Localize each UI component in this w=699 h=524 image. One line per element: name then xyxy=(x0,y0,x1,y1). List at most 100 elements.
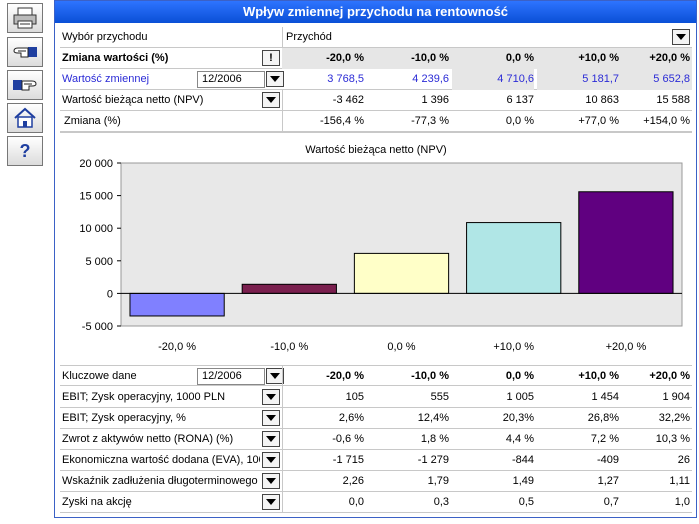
key-header: +10,0 % xyxy=(578,370,619,382)
key-row-dropdown[interactable] xyxy=(262,410,280,426)
key-value: 1,79 xyxy=(427,475,449,487)
chevron-down-icon xyxy=(270,372,280,379)
y-tick-label: 20 000 xyxy=(79,158,113,170)
key-value: -844 xyxy=(511,454,534,466)
back-button[interactable] xyxy=(7,37,43,67)
npv-label: Wartość bieżąca netto (NPV) xyxy=(62,94,204,106)
key-value: 26 xyxy=(677,454,690,466)
warning-button[interactable]: ! xyxy=(262,50,280,66)
variable-date[interactable]: 12/2006 xyxy=(197,71,265,88)
y-tick-label: 10 000 xyxy=(79,223,113,235)
forward-button[interactable] xyxy=(7,70,43,100)
key-value: -1 279 xyxy=(417,454,449,466)
key-header: +20,0 % xyxy=(649,370,690,382)
npv-value: 10 863 xyxy=(585,94,619,106)
key-value: 105 xyxy=(345,391,364,403)
key-value: 0,3 xyxy=(433,496,449,508)
key-value: 0,0 xyxy=(348,496,364,508)
chart-bar xyxy=(129,292,225,317)
key-value: 20,3% xyxy=(502,412,534,424)
key-header: -10,0 % xyxy=(411,370,449,382)
change-label: Zmiana wartości (%) xyxy=(62,52,169,64)
chevron-down-icon xyxy=(266,414,276,421)
key-row-label: EBIT; Zysk operacyjny, 1000 PLN xyxy=(62,391,226,403)
npv-value: 1 396 xyxy=(421,94,449,106)
key-value: 0,7 xyxy=(603,496,619,508)
key-value: 1 454 xyxy=(591,391,619,403)
npv-chart-area: Wartość bieżąca netto (NPV) -5 000 0 5 000… xyxy=(60,132,692,366)
pct-value: +154,0 % xyxy=(643,115,690,127)
chevron-down-icon xyxy=(266,498,276,505)
key-value: 555 xyxy=(430,391,449,403)
table-row: Zwrot z aktywów netto (RONA) (%) -0,6 % … xyxy=(60,429,692,450)
pct-row: Zmiana (%) -156,4 % -77,3 % 0,0 % +77,0 … xyxy=(60,111,692,132)
x-tick-label: +10,0 % xyxy=(493,341,534,353)
key-header-row: Kluczowe dane 12/2006 -20,0 % -10,0 % 0,… xyxy=(60,365,692,387)
pct-value: +77,0 % xyxy=(578,115,619,127)
key-value: 32,2% xyxy=(658,412,690,424)
change-value: 0,0 % xyxy=(505,52,534,64)
chart-bar xyxy=(578,191,674,294)
variable-row: Wartość zmiennej 12/2006 3 768,5 4 239,6… xyxy=(60,69,692,90)
chart-bar xyxy=(241,283,337,294)
npv-value: 6 137 xyxy=(506,94,534,106)
key-row-label: Wskaźnik zadłużenia długoterminowego xyxy=(62,475,258,487)
npv-value: 15 588 xyxy=(656,94,690,106)
home-button[interactable] xyxy=(7,103,43,133)
key-value: 7,2 % xyxy=(590,433,619,445)
key-row-dropdown[interactable] xyxy=(262,494,280,510)
pct-value: -77,3 % xyxy=(411,115,449,127)
left-toolbar: ? xyxy=(0,0,50,524)
chart-bar xyxy=(353,252,450,294)
chart-bar xyxy=(466,222,562,294)
print-button[interactable] xyxy=(7,3,43,33)
x-tick-label: -20,0 % xyxy=(158,341,196,353)
variable-date-dropdown[interactable] xyxy=(266,71,284,87)
table-row: EBIT; Zysk operacyjny, % 2,6% 12,4% 20,3… xyxy=(60,408,692,429)
key-row-dropdown[interactable] xyxy=(262,452,280,468)
key-row-dropdown[interactable] xyxy=(262,389,280,405)
key-date[interactable]: 12/2006 xyxy=(197,368,265,385)
table-row: Ekonomiczna wartość dodana (EVA), 1000 -… xyxy=(60,450,692,471)
key-date-dropdown[interactable] xyxy=(266,368,284,384)
x-tick-label: +20,0 % xyxy=(606,341,647,353)
pct-value: -156,4 % xyxy=(319,115,364,127)
y-tick-label: -5 000 xyxy=(82,321,113,333)
chart-title: Wartość bieżąca netto (NPV) xyxy=(305,144,446,156)
variable-value: 3 768,5 xyxy=(327,73,364,85)
selector-row: Wybór przychodu Przychód xyxy=(60,27,692,48)
key-row-dropdown[interactable] xyxy=(262,473,280,489)
variable-label: Wartość zmiennej xyxy=(62,73,150,85)
chevron-down-icon xyxy=(676,33,686,40)
main-panel: Wpływ zmiennej przychodu na rentowność W… xyxy=(54,0,697,518)
npv-bar-chart: Wartość bieżąca netto (NPV) -5 000 0 5 000… xyxy=(79,144,683,353)
key-value: 12,4% xyxy=(417,412,449,424)
selector-dropdown[interactable] xyxy=(672,29,690,45)
x-tick-label: -10,0 % xyxy=(270,341,308,353)
key-value: 1,11 xyxy=(669,475,690,487)
variable-value: 4 239,6 xyxy=(412,73,449,85)
npv-dropdown[interactable] xyxy=(262,92,280,108)
variable-value: 5 652,8 xyxy=(653,73,690,85)
pct-label: Zmiana (%) xyxy=(64,115,121,127)
key-label: Kluczowe dane xyxy=(62,370,137,382)
selector-value[interactable]: Przychód xyxy=(286,31,332,43)
change-value: +20,0 % xyxy=(649,52,690,64)
key-value: 1,49 xyxy=(512,475,534,487)
key-row-dropdown[interactable] xyxy=(262,431,280,447)
key-value: 2,6% xyxy=(338,412,364,424)
y-tick-label: 0 xyxy=(107,288,113,300)
npv-row: Wartość bieżąca netto (NPV) -3 462 1 396… xyxy=(60,90,692,111)
window-title: Wpływ zmiennej przychodu na rentowność xyxy=(55,1,696,23)
key-value: 1,0 xyxy=(674,496,690,508)
key-row-label: Zwrot z aktywów netto (RONA) (%) xyxy=(62,433,234,445)
change-row: Zmiana wartości (%) ! -20,0 % -10,0 % 0,… xyxy=(60,48,692,69)
pct-value: 0,0 % xyxy=(505,115,534,127)
hand-left-icon xyxy=(13,47,37,58)
y-tick-label: 15 000 xyxy=(79,191,113,203)
help-button[interactable]: ? xyxy=(7,136,43,166)
y-tick-label: 5 000 xyxy=(85,256,113,268)
chevron-down-icon xyxy=(266,435,276,442)
chevron-down-icon xyxy=(266,456,276,463)
x-tick-label: 0,0 % xyxy=(387,341,415,353)
